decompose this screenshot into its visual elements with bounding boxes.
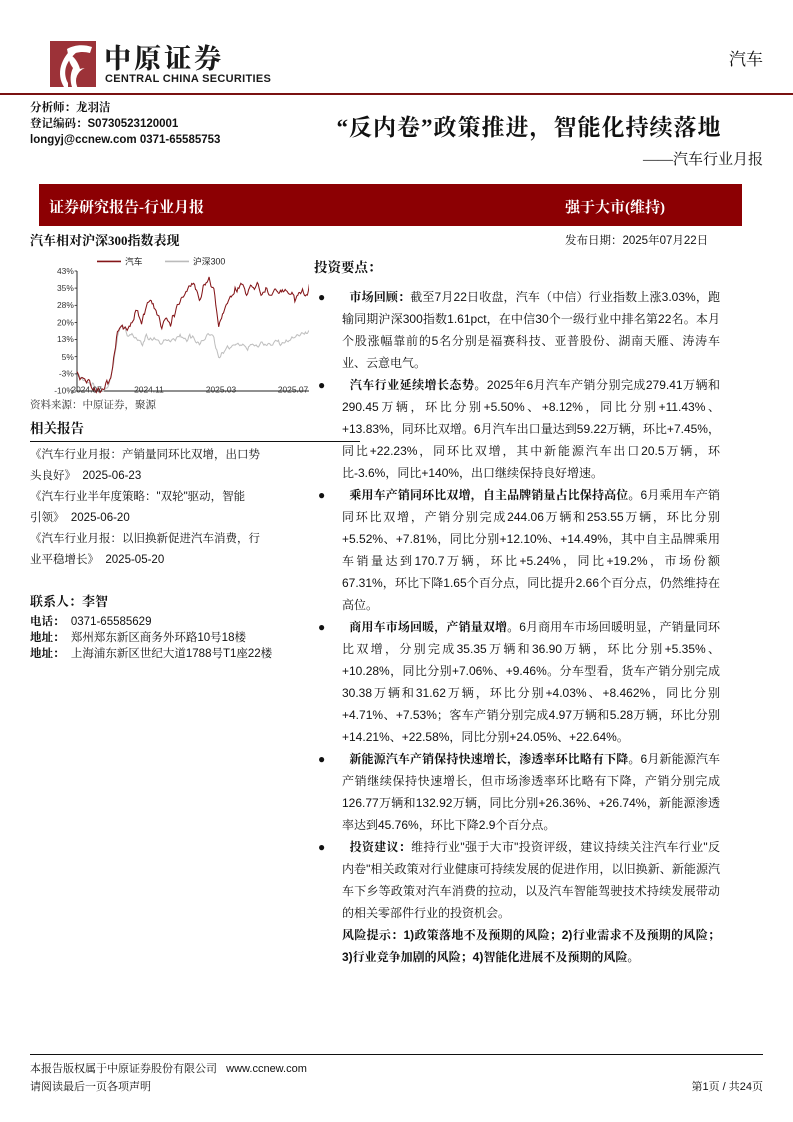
svg-text:13%: 13% <box>57 334 74 344</box>
svg-text:2024.07: 2024.07 <box>71 385 102 395</box>
svg-text:5%: 5% <box>62 352 75 362</box>
svg-text:-3%: -3% <box>59 369 74 379</box>
svg-text:28%: 28% <box>57 300 74 310</box>
svg-text:沪深300: 沪深300 <box>193 256 225 267</box>
svg-text:43%: 43% <box>57 266 74 276</box>
svg-text:2025.03: 2025.03 <box>206 385 237 395</box>
svg-text:2025.07: 2025.07 <box>278 385 309 395</box>
svg-text:汽车: 汽车 <box>125 256 143 267</box>
svg-text:35%: 35% <box>57 283 74 293</box>
svg-text:2024.11: 2024.11 <box>134 385 164 395</box>
svg-text:20%: 20% <box>57 317 74 327</box>
